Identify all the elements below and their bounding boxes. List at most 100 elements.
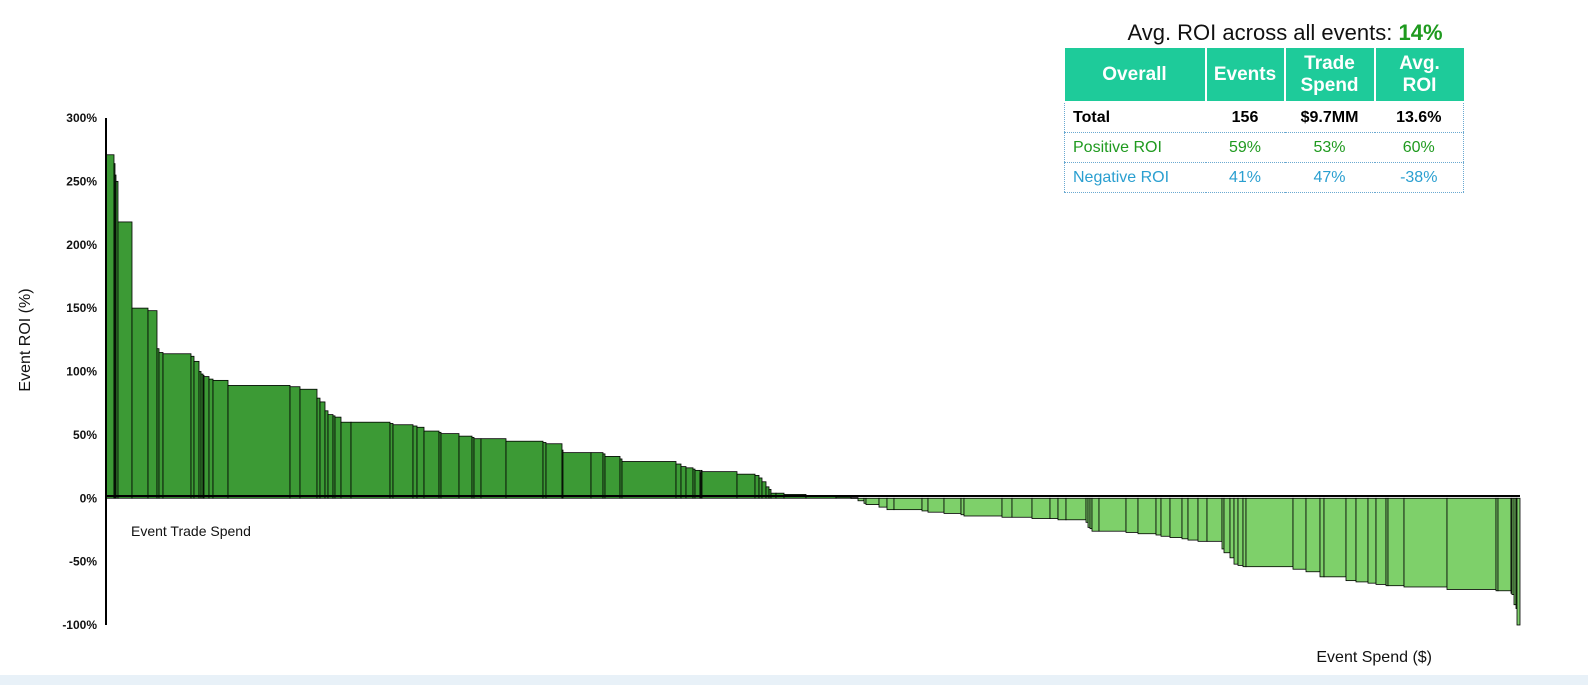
bar-52: [685, 467, 694, 499]
bar-112: [1345, 497, 1357, 582]
bar-121: [1497, 497, 1512, 592]
bar-10: [190, 355, 195, 499]
bar-24: [327, 414, 334, 499]
bar-79: [960, 497, 965, 516]
header-overall: Overall: [1064, 48, 1207, 103]
bar-8: [158, 352, 164, 499]
y-tick-label: -100%: [62, 618, 97, 632]
bar-103: [1229, 497, 1235, 559]
bar-20: [299, 388, 318, 499]
bar-95: [1160, 497, 1171, 537]
bar-115: [1375, 497, 1387, 585]
bar-85: [1057, 497, 1067, 521]
bar-29: [389, 423, 394, 499]
table-row: Positive ROI 59% 53% 60%: [1064, 132, 1464, 163]
avg-roi-value: 14%: [1398, 20, 1443, 45]
row-roi: 13.6%: [1374, 102, 1464, 133]
bar-114: [1367, 497, 1377, 584]
bar-118: [1403, 497, 1448, 588]
bar-111: [1323, 497, 1347, 578]
bar-23: [324, 410, 329, 499]
header-avg-roi-label: Avg. ROI: [1399, 52, 1440, 96]
header-trade-spend-label: Trade Spend: [1300, 52, 1359, 96]
bar-107: [1245, 497, 1294, 568]
bar-73: [878, 497, 888, 508]
bar-78: [943, 497, 962, 514]
x-axis-label: Event Spend ($): [1316, 649, 1432, 666]
row-label: Negative ROI: [1064, 162, 1206, 193]
bar-119: [1446, 497, 1497, 590]
bar-17: [212, 379, 229, 499]
bar-126: [1516, 497, 1521, 626]
bar-19: [289, 386, 301, 499]
y-tick-label: -50%: [69, 555, 97, 569]
bar-84: [1049, 497, 1059, 519]
bar-40: [505, 440, 544, 499]
row-roi: 60%: [1374, 132, 1464, 163]
bar-11: [193, 360, 200, 499]
y-tick-label: 50%: [73, 428, 97, 442]
bar-27: [340, 421, 352, 499]
bar-58: [736, 473, 756, 499]
bar-105: [1237, 497, 1244, 566]
bar-6: [147, 310, 158, 499]
bar-82: [1011, 497, 1033, 518]
bar-92: [1125, 497, 1139, 533]
bar-44: [562, 452, 592, 499]
bar-30: [392, 424, 414, 499]
bar-32: [416, 426, 425, 499]
bar-57: [701, 471, 738, 499]
bar-35: [440, 433, 460, 499]
bar-80: [963, 497, 1003, 517]
bar-75: [893, 497, 923, 511]
bar-15: [203, 376, 210, 499]
bar-98: [1187, 497, 1199, 541]
bar-108: [1292, 497, 1307, 570]
row-label: Positive ROI: [1064, 132, 1206, 163]
bar-49: [621, 461, 677, 499]
bar-16: [208, 378, 214, 499]
table-row: Negative ROI 41% 47% -38%: [1064, 162, 1464, 193]
bar-21: [316, 397, 321, 499]
bar-47: [604, 456, 621, 499]
bar-51: [680, 466, 687, 499]
bar-104: [1233, 497, 1239, 565]
bar-4: [117, 221, 133, 499]
row-label: Total: [1064, 102, 1206, 133]
bar-113: [1355, 497, 1369, 583]
bar-5: [131, 307, 149, 499]
bar-90: [1091, 497, 1100, 532]
bar-83: [1031, 497, 1051, 519]
bar-26: [334, 416, 342, 499]
bar-70: [857, 497, 865, 502]
row-roi: -38%: [1374, 162, 1464, 193]
y-tick-label: 100%: [66, 365, 97, 379]
bar-97: [1181, 497, 1189, 540]
bar-39: [480, 438, 507, 499]
row-events: 59%: [1205, 132, 1285, 163]
y-tick-label: 150%: [66, 301, 97, 315]
bar-36: [458, 435, 473, 499]
bar-102: [1223, 497, 1231, 554]
y-tick-label: 0%: [80, 491, 98, 505]
bar-86: [1065, 497, 1087, 521]
bar-96: [1169, 497, 1183, 538]
avg-roi-label: Avg. ROI across all events:: [1127, 20, 1393, 45]
bar-109: [1305, 497, 1321, 573]
row-events: 41%: [1205, 162, 1285, 193]
bar-94: [1155, 497, 1162, 536]
bar-22: [319, 401, 326, 499]
bar-91: [1098, 497, 1127, 532]
bar-110: [1319, 497, 1325, 578]
bar-0: [105, 154, 115, 499]
row-spend: 47%: [1284, 162, 1375, 193]
bar-117: [1387, 497, 1405, 587]
bar-69: [850, 497, 859, 499]
y-tick-label: 200%: [66, 238, 97, 252]
bar-33: [423, 430, 440, 499]
avg-roi-title: Avg. ROI across all events: 14%: [1090, 20, 1480, 46]
chart-bars: [105, 154, 1521, 626]
bar-18: [227, 385, 291, 499]
bar-100: [1206, 497, 1223, 542]
